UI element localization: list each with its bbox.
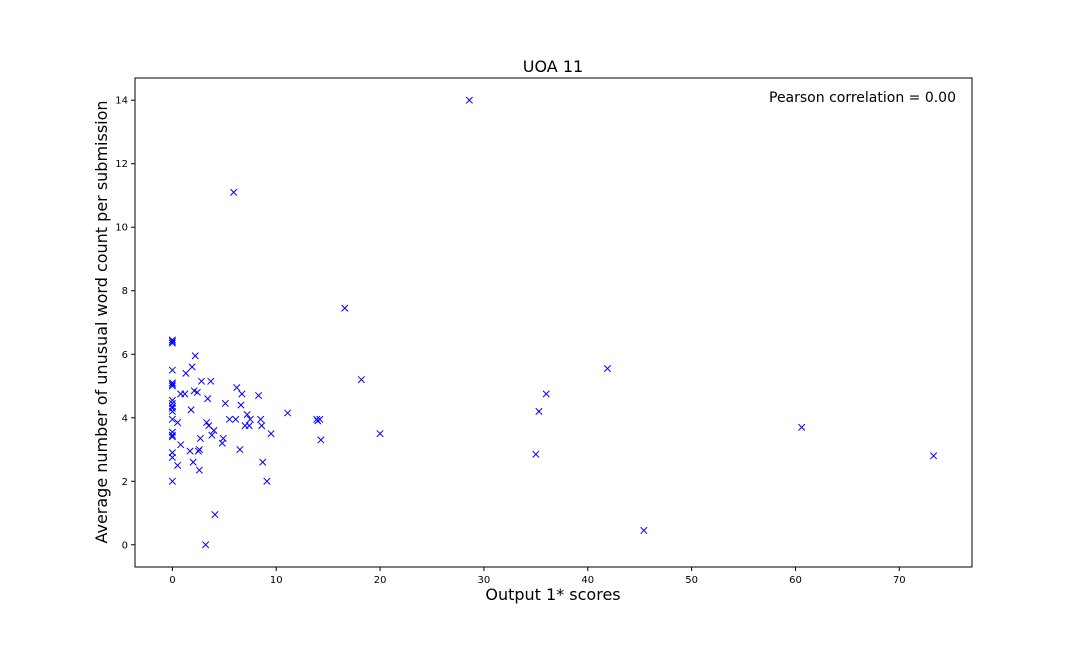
data-point xyxy=(245,422,253,430)
data-point xyxy=(203,418,211,427)
data-point xyxy=(181,390,189,398)
data-point xyxy=(376,430,384,438)
y-axis-ticks: 0 2 4 6 8 10 12 14 xyxy=(115,96,135,551)
data-point xyxy=(284,409,292,417)
data-point xyxy=(603,364,612,373)
data-point xyxy=(191,352,199,360)
data-point xyxy=(317,436,325,444)
data-point xyxy=(204,395,212,403)
data-point xyxy=(187,406,195,414)
data-point xyxy=(189,458,197,466)
y-tick-label: 4 xyxy=(122,413,128,424)
data-point xyxy=(168,396,176,404)
data-point xyxy=(168,431,176,439)
data-point xyxy=(233,384,241,392)
x-axis-label: Output 1* scores xyxy=(485,585,620,604)
y-tick-label: 6 xyxy=(122,350,128,361)
x-tick-label: 10 xyxy=(270,575,283,586)
data-point xyxy=(195,445,203,454)
data-point xyxy=(196,434,204,442)
y-tick-label: 8 xyxy=(122,286,128,297)
data-point xyxy=(230,188,238,196)
data-point xyxy=(263,477,271,485)
data-point xyxy=(255,391,263,400)
y-axis-label: Average number of unusual word count per… xyxy=(92,100,111,543)
data-point xyxy=(542,390,550,398)
y-tick-label: 0 xyxy=(122,540,128,551)
data-point xyxy=(225,415,234,423)
data-point xyxy=(177,441,185,449)
data-point xyxy=(168,380,176,388)
data-point xyxy=(535,407,543,415)
data-point xyxy=(243,411,251,419)
data-point xyxy=(246,415,254,423)
x-tick-label: 60 xyxy=(789,575,802,586)
data-point xyxy=(221,399,229,408)
data-point xyxy=(238,390,246,398)
data-point xyxy=(640,526,648,535)
data-point xyxy=(174,418,182,427)
data-point xyxy=(168,336,176,344)
data-point xyxy=(168,477,176,485)
data-point xyxy=(168,379,176,387)
data-point xyxy=(168,337,176,346)
data-point xyxy=(465,96,473,104)
data-point xyxy=(188,363,196,371)
data-point xyxy=(316,415,324,423)
data-point xyxy=(174,461,182,469)
y-tick-label: 10 xyxy=(115,223,128,234)
data-point xyxy=(193,388,201,396)
x-tick-label: 50 xyxy=(685,575,698,586)
y-tick-label: 14 xyxy=(115,96,128,107)
data-point xyxy=(257,415,265,423)
y-tick-label: 2 xyxy=(122,477,128,488)
x-tick-label: 40 xyxy=(581,575,594,586)
data-point xyxy=(168,382,176,390)
data-point xyxy=(357,376,365,384)
correlation-annotation: Pearson correlation = 0.00 xyxy=(769,90,956,106)
data-point xyxy=(258,422,266,430)
data-point xyxy=(168,433,176,441)
chart-title: UOA 11 xyxy=(523,57,583,76)
x-tick-label: 70 xyxy=(893,575,906,586)
data-point xyxy=(195,466,203,474)
data-point xyxy=(236,445,244,454)
data-point xyxy=(798,423,806,431)
data-point xyxy=(207,377,215,385)
x-tick-label: 30 xyxy=(478,575,491,586)
x-tick-label: 20 xyxy=(374,575,387,586)
x-tick-label: 0 xyxy=(169,575,175,586)
data-point xyxy=(168,366,176,374)
data-point xyxy=(168,404,176,412)
plot-area xyxy=(134,77,973,568)
data-point xyxy=(168,415,176,423)
data-point xyxy=(232,415,240,423)
y-tick-label: 12 xyxy=(115,159,128,170)
x-axis-ticks: 0 10 20 30 40 50 60 70 xyxy=(169,567,906,586)
data-point xyxy=(219,434,227,442)
data-point xyxy=(168,453,176,462)
data-point xyxy=(237,401,245,409)
data-point xyxy=(186,447,194,455)
data-point xyxy=(267,430,275,438)
data-point xyxy=(182,369,190,377)
data-point xyxy=(197,377,206,385)
data-point xyxy=(210,426,218,435)
data-point xyxy=(211,511,219,519)
data-point xyxy=(208,431,216,439)
data-point xyxy=(202,541,210,549)
data-point xyxy=(259,458,267,466)
data-point xyxy=(930,452,938,460)
data-points xyxy=(168,96,938,549)
data-point xyxy=(168,339,176,347)
data-point xyxy=(532,450,540,458)
data-point xyxy=(168,407,176,415)
data-point xyxy=(341,304,349,312)
